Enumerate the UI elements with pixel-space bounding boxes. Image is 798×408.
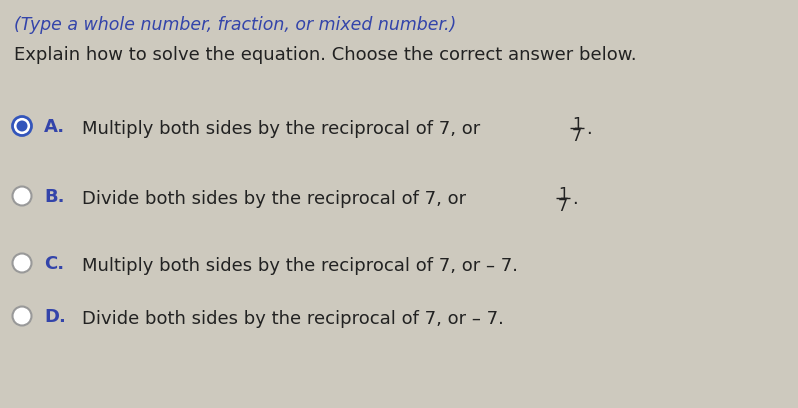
Text: Divide both sides by the reciprocal of 7, or – 7.: Divide both sides by the reciprocal of 7…	[82, 310, 504, 328]
Text: C.: C.	[44, 255, 64, 273]
Text: Divide both sides by the reciprocal of 7, or: Divide both sides by the reciprocal of 7…	[82, 190, 472, 208]
Circle shape	[13, 306, 31, 326]
Circle shape	[13, 253, 31, 273]
Text: 7: 7	[572, 129, 583, 144]
Text: A.: A.	[44, 118, 65, 136]
Text: 1: 1	[572, 117, 583, 132]
Text: 7: 7	[558, 199, 568, 214]
Text: D.: D.	[44, 308, 66, 326]
Circle shape	[13, 186, 31, 206]
Text: 1: 1	[558, 187, 568, 202]
Text: B.: B.	[44, 188, 65, 206]
Circle shape	[13, 117, 31, 135]
Text: .: .	[572, 190, 578, 208]
Text: .: .	[587, 120, 592, 138]
Text: Explain how to solve the equation. Choose the correct answer below.: Explain how to solve the equation. Choos…	[14, 46, 637, 64]
Text: Multiply both sides by the reciprocal of 7, or – 7.: Multiply both sides by the reciprocal of…	[82, 257, 518, 275]
Circle shape	[17, 120, 27, 131]
Text: (Type a whole number, fraction, or mixed number.): (Type a whole number, fraction, or mixed…	[14, 16, 456, 34]
Text: Multiply both sides by the reciprocal of 7, or: Multiply both sides by the reciprocal of…	[82, 120, 486, 138]
